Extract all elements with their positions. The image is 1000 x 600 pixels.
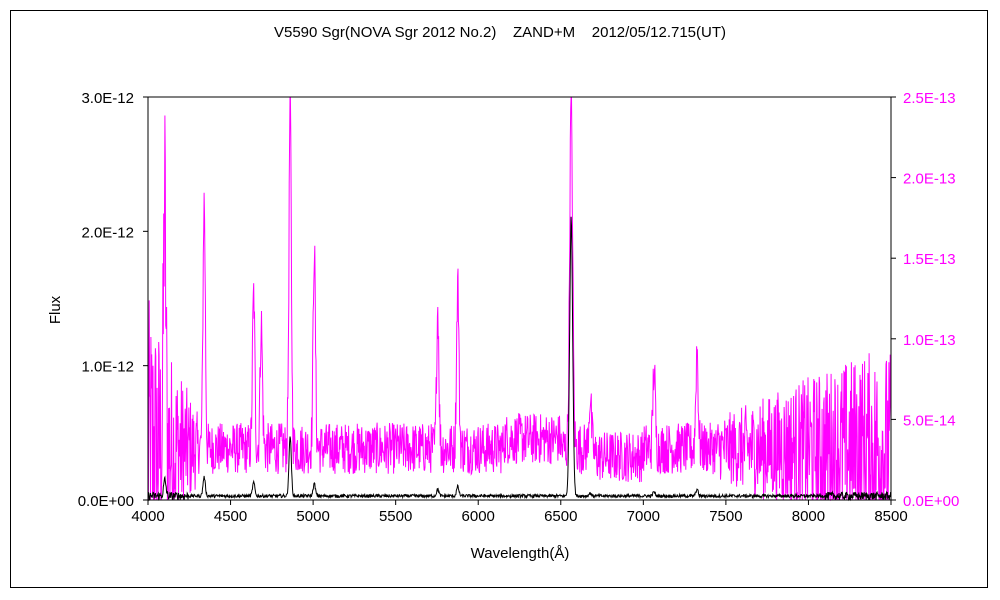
x-tick-label: 4500 (214, 508, 247, 525)
spectrum-line-black (147, 216, 892, 502)
y-left-tick-label: 3.0E-12 (81, 90, 134, 107)
x-tick-label: 8500 (874, 508, 907, 525)
y-left-tick-label: 1.0E-12 (81, 359, 134, 376)
spectrum-line-magenta (147, 96, 892, 502)
y-left-tick-label: 0.0E+00 (78, 493, 134, 510)
y-right-tick-label: 1.0E-13 (903, 332, 956, 349)
x-axis-label: Wavelength(Å) (471, 545, 570, 562)
plot-area (147, 96, 892, 501)
y-axis-label: Flux (47, 295, 64, 324)
x-tick-label: 6500 (544, 508, 577, 525)
x-tick-label: 4000 (131, 508, 164, 525)
y-right-tick-label: 1.5E-13 (903, 251, 956, 268)
x-tick-label: 8000 (792, 508, 825, 525)
x-tick-label: 7500 (709, 508, 742, 525)
y-right-tick-label: 5.0E-14 (903, 412, 956, 429)
x-tick-label: 7000 (627, 508, 660, 525)
x-tick-label: 5500 (379, 508, 412, 525)
y-left-tick-label: 2.0E-12 (81, 224, 134, 241)
y-right-tick-label: 0.0E+00 (903, 493, 959, 510)
y-right-tick-label: 2.5E-13 (903, 90, 956, 107)
x-tick-label: 6000 (462, 508, 495, 525)
y-right-tick-label: 2.0E-13 (903, 171, 956, 188)
chart-title: V5590 Sgr(NOVA Sgr 2012 No.2) ZAND+M 201… (273, 24, 727, 41)
chart-frame (10, 10, 988, 588)
x-tick-label: 5000 (296, 508, 329, 525)
